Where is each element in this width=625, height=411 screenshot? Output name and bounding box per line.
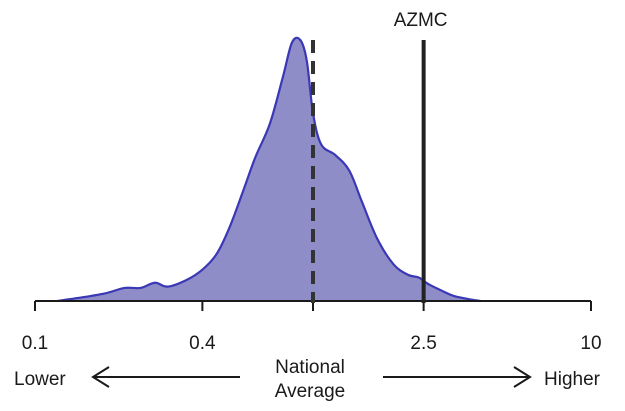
x-tick-label: 2.5 xyxy=(410,333,436,354)
density-area xyxy=(57,37,481,302)
higher-label: Higher xyxy=(544,369,601,390)
left-arrow xyxy=(91,366,240,388)
national-average-label-line2: Average xyxy=(275,381,345,402)
x-tick-label: 0.1 xyxy=(22,333,48,354)
x-tick-label: 0.4 xyxy=(189,333,216,354)
plot-area: 0.1 0.4 2.5 10 AZMC xyxy=(22,10,602,354)
azmc-label: AZMC xyxy=(394,10,448,31)
right-arrow xyxy=(383,366,532,388)
lower-label: Lower xyxy=(14,369,66,390)
national-average-label-line1: National xyxy=(275,357,345,378)
x-tick-label: 10 xyxy=(580,333,601,354)
density-curve xyxy=(56,36,481,303)
